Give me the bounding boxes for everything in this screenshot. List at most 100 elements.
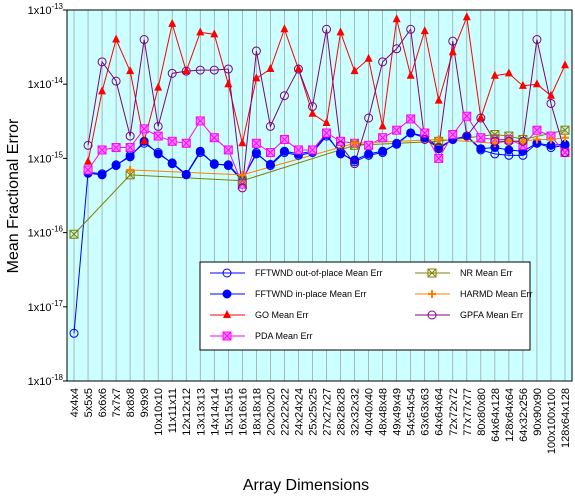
marker-shape [504, 137, 513, 146]
marker-shape [504, 131, 514, 141]
marker-shape [490, 130, 500, 139]
marker-shape [154, 82, 163, 91]
marker-shape [111, 76, 121, 86]
marker-shape [406, 114, 416, 124]
marker [476, 133, 486, 143]
marker [307, 145, 317, 155]
marker-shape [364, 140, 373, 150]
x-axis-title: Array Dimensions [243, 477, 369, 494]
marker-shape [462, 131, 472, 141]
marker-shape [427, 268, 437, 278]
marker [518, 137, 527, 146]
marker-shape [69, 229, 79, 239]
marker [448, 36, 458, 46]
marker-shape [238, 170, 247, 179]
marker [532, 125, 542, 135]
marker-shape [252, 73, 261, 82]
marker [280, 24, 289, 33]
marker-shape [112, 34, 121, 43]
marker [532, 35, 542, 45]
marker-shape [560, 133, 569, 142]
x-tick-label: 13x13x13 [195, 388, 207, 436]
marker [462, 111, 472, 121]
marker [195, 65, 205, 75]
marker-shape [167, 68, 177, 78]
marker [434, 153, 444, 163]
marker-shape [364, 113, 374, 123]
marker [279, 146, 289, 156]
marker [560, 60, 569, 69]
marker-shape [111, 143, 121, 152]
marker-shape [378, 146, 388, 156]
marker [167, 158, 177, 168]
series-connector [87, 27, 566, 188]
marker-shape [420, 26, 429, 35]
marker-shape [125, 170, 135, 180]
marker [434, 95, 443, 104]
y-tick-label: 1x10-15 [28, 150, 64, 165]
marker [238, 138, 247, 147]
marker [195, 116, 205, 126]
x-tick-label: 16x16x16 [237, 388, 249, 436]
marker-shape [125, 131, 135, 141]
marker [364, 149, 374, 159]
marker [126, 66, 135, 75]
marker [427, 310, 437, 320]
marker [222, 268, 232, 278]
marker-shape [336, 140, 346, 150]
marker [125, 152, 135, 162]
marker-shape [222, 331, 232, 341]
marker-shape [125, 143, 135, 152]
y-axis-title: Mean Fractional Error [5, 118, 22, 273]
marker [322, 128, 332, 138]
x-tick-label: 8x8x8 [125, 388, 137, 417]
marker [378, 121, 387, 130]
marker [97, 145, 107, 155]
marker-shape [448, 130, 458, 139]
marker-shape [350, 66, 359, 75]
marker [237, 183, 247, 193]
marker [223, 310, 231, 318]
marker [112, 34, 121, 43]
legend-label: FFTWND out-of-place Mean Err [255, 268, 383, 278]
legend-label: GPFA Mean Err [460, 310, 523, 320]
marker [378, 133, 388, 143]
marker-shape [222, 268, 232, 278]
marker [223, 160, 233, 170]
marker [97, 57, 107, 67]
marker [322, 24, 332, 34]
marker-shape [476, 113, 485, 122]
marker-shape [392, 139, 402, 149]
marker-shape [504, 136, 514, 146]
marker [167, 136, 177, 146]
marker [428, 290, 436, 298]
marker-shape [420, 128, 430, 138]
marker-shape [434, 143, 444, 153]
x-tick-label: 32x32x32 [350, 388, 362, 436]
x-tick-label: 22x22x22 [279, 388, 291, 436]
legend-box [199, 261, 531, 351]
x-tick-label: 6x6x6 [97, 388, 109, 417]
marker-shape [279, 146, 289, 156]
marker-shape [490, 129, 500, 139]
legend-label: PDA Mean Err [255, 331, 313, 341]
marker [251, 149, 261, 159]
marker-shape [265, 121, 275, 131]
marker-shape [126, 66, 135, 75]
marker [84, 156, 93, 165]
marker-shape [490, 70, 499, 79]
marker-shape [406, 70, 415, 79]
x-tick-label: 4x4x4 [69, 388, 81, 417]
legend-label: FFTWND in-place Mean Err [255, 289, 367, 299]
marker-shape [181, 169, 191, 179]
marker-shape [322, 24, 332, 34]
marker-shape [364, 53, 373, 62]
marker-shape [378, 121, 387, 130]
marker [252, 73, 261, 82]
legend-label: GO Mean Err [255, 310, 309, 320]
marker [209, 159, 219, 169]
marker-shape [125, 152, 135, 162]
marker-shape [560, 125, 570, 135]
marker [406, 70, 415, 79]
marker-shape [195, 65, 205, 75]
